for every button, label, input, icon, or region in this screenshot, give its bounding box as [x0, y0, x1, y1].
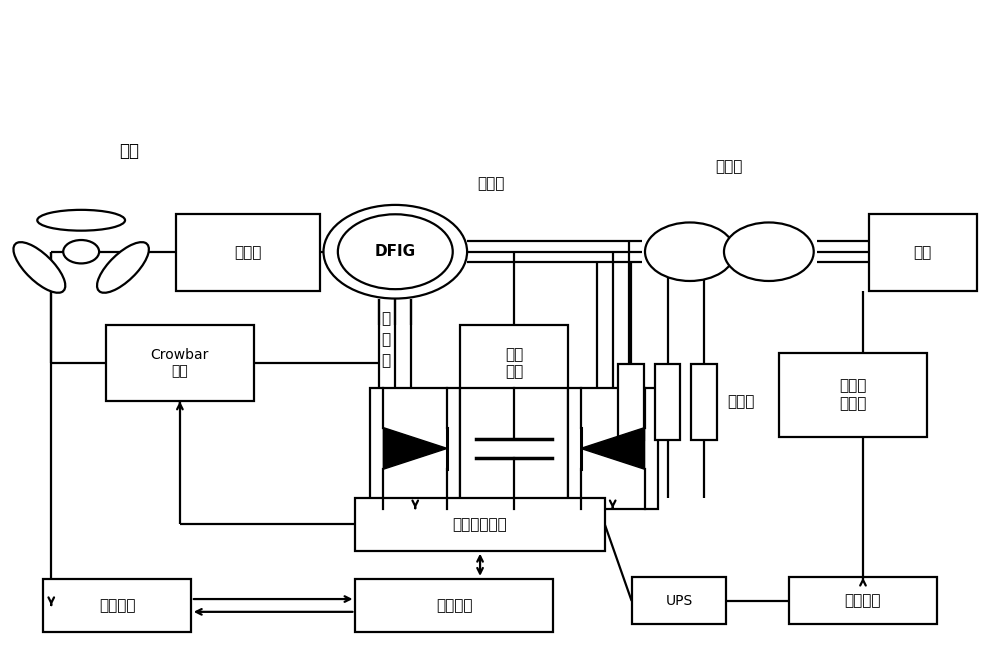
Ellipse shape [97, 242, 149, 293]
Text: Crowbar
电路: Crowbar 电路 [151, 348, 209, 378]
FancyBboxPatch shape [691, 364, 717, 440]
FancyBboxPatch shape [460, 325, 568, 402]
Text: 主控系统: 主控系统 [436, 598, 472, 613]
FancyBboxPatch shape [106, 325, 254, 402]
FancyBboxPatch shape [789, 577, 937, 624]
Text: 侧: 侧 [381, 353, 390, 368]
Text: 卸荷
电路: 卸荷 电路 [505, 347, 523, 379]
Circle shape [645, 223, 735, 281]
Text: 子: 子 [381, 332, 390, 347]
Circle shape [724, 223, 814, 281]
Polygon shape [581, 428, 645, 470]
Text: 齿轮箱: 齿轮箱 [235, 245, 262, 260]
FancyBboxPatch shape [869, 214, 977, 291]
Circle shape [338, 214, 453, 289]
Text: 低压电器: 低压电器 [845, 594, 881, 609]
FancyBboxPatch shape [632, 577, 726, 624]
Text: 变压器: 变压器 [716, 159, 743, 174]
Polygon shape [383, 428, 447, 470]
FancyBboxPatch shape [779, 353, 927, 437]
FancyBboxPatch shape [618, 364, 644, 440]
FancyBboxPatch shape [370, 389, 460, 509]
Circle shape [63, 240, 99, 263]
FancyBboxPatch shape [355, 498, 605, 551]
FancyBboxPatch shape [355, 579, 553, 632]
Text: 风轮: 风轮 [119, 142, 139, 160]
Text: 定子侧: 定子侧 [477, 176, 504, 191]
Text: 电网: 电网 [914, 245, 932, 260]
Circle shape [323, 205, 467, 298]
Text: UPS: UPS [665, 594, 693, 608]
FancyBboxPatch shape [655, 364, 680, 440]
Text: DFIG: DFIG [375, 244, 416, 259]
Text: 变桨系统: 变桨系统 [99, 598, 135, 613]
Text: 故障发
生装置: 故障发 生装置 [839, 379, 867, 411]
FancyBboxPatch shape [568, 389, 658, 509]
FancyBboxPatch shape [460, 389, 568, 509]
FancyBboxPatch shape [176, 214, 320, 291]
Ellipse shape [37, 210, 125, 231]
Ellipse shape [13, 242, 65, 293]
FancyBboxPatch shape [43, 579, 191, 632]
Text: 滤波器: 滤波器 [727, 394, 755, 409]
Text: 转: 转 [381, 311, 390, 326]
Text: 变流器控制器: 变流器控制器 [453, 517, 507, 532]
